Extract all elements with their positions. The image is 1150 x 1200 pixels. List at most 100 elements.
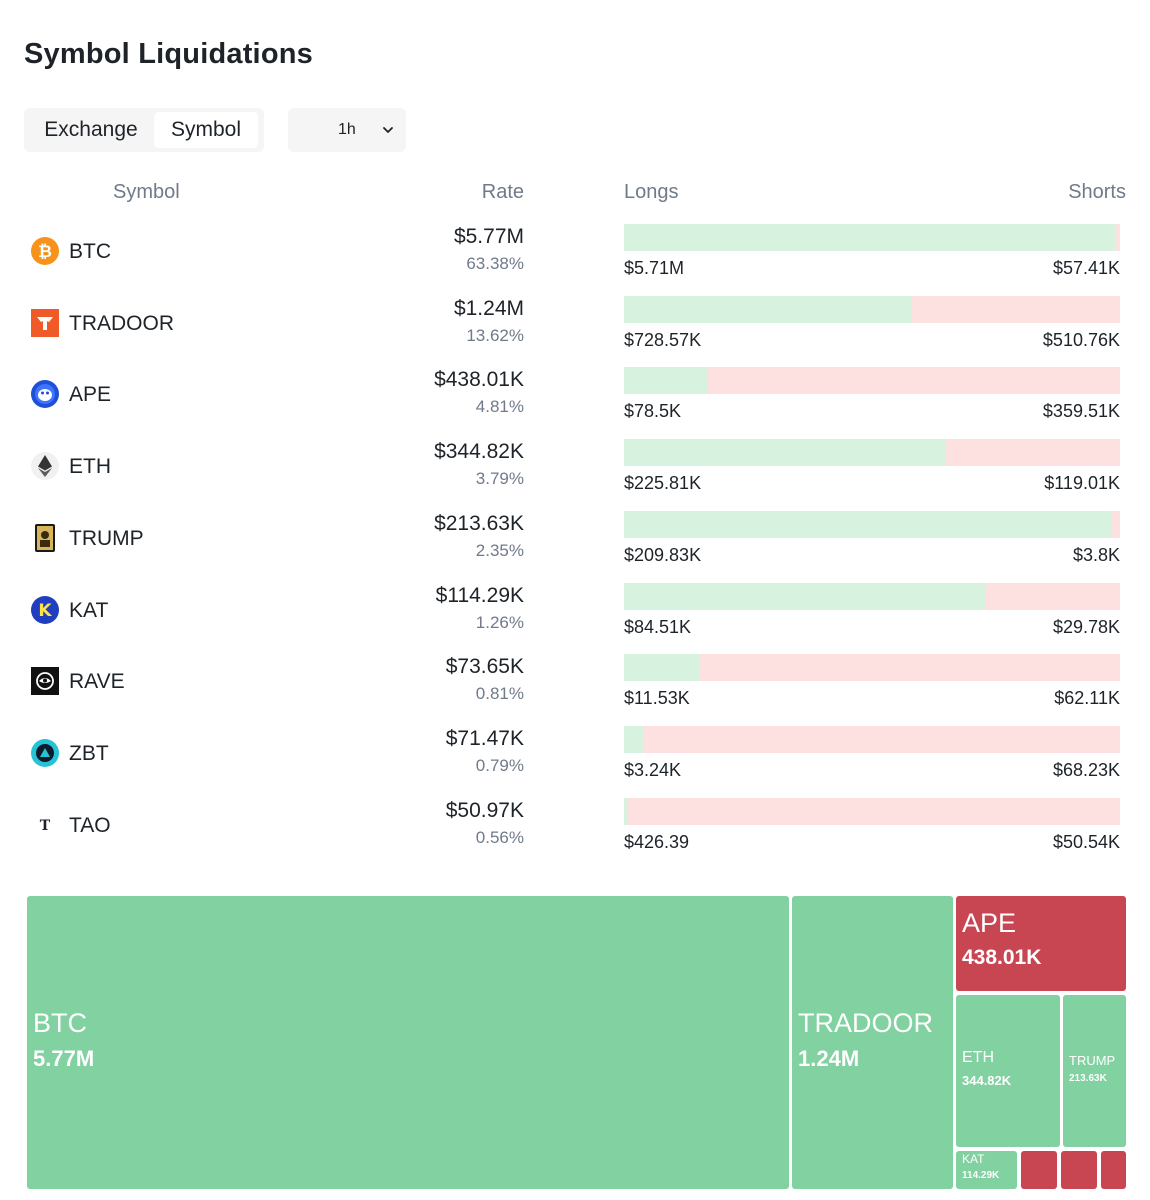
treemap-tile[interactable] xyxy=(1101,1151,1126,1189)
tao-icon: T xyxy=(30,810,60,840)
longs-value: $11.53K xyxy=(624,688,690,709)
treemap-tile-value: 213.63K xyxy=(1069,1073,1107,1084)
long-short-bar xyxy=(624,224,1120,251)
bar-long-segment xyxy=(624,439,946,467)
table-row[interactable]: K KAT $114.29K 1.26% $84.51K $29.78K xyxy=(0,582,1150,655)
longs-value: $5.71M xyxy=(624,258,685,278)
treemap-tile[interactable]: TRADOOR 1.24M xyxy=(792,896,953,1189)
long-short-bar xyxy=(624,439,1120,467)
rate-value: $438.01K xyxy=(434,368,524,392)
treemap-tile[interactable]: APE 438.01K xyxy=(956,896,1126,991)
bar-long-segment xyxy=(624,797,628,825)
treemap-tile-value: 114.29K xyxy=(962,1170,1000,1181)
bar-long-segment xyxy=(624,725,643,753)
symbol-name: APE xyxy=(69,383,112,407)
rate-percent: 0.81% xyxy=(475,684,524,704)
ethereum-icon xyxy=(30,451,60,481)
shorts-value: $62.11K xyxy=(1054,688,1120,709)
bar-long-segment xyxy=(624,654,700,682)
table-row[interactable]: TRUMP $213.63K 2.35% $209.83K $3.8K xyxy=(0,510,1150,583)
longs-value: $84.51K xyxy=(624,616,692,637)
bar-short-segment xyxy=(1111,510,1120,538)
table-row[interactable]: TRADOOR $1.24M 13.62% $728.57K $510.76K xyxy=(0,295,1150,368)
longs-value: $728.57K xyxy=(624,329,702,350)
tab-exchange[interactable]: Exchange xyxy=(44,118,138,141)
treemap-tile-name: BTC xyxy=(33,1008,87,1038)
bar-short-segment xyxy=(986,582,1120,610)
bar-long-segment xyxy=(624,224,1116,251)
treemap-tile-name: KAT xyxy=(962,1152,985,1166)
rate-value: $73.65K xyxy=(445,655,524,679)
rate-percent: 3.79% xyxy=(475,469,524,489)
trump-icon xyxy=(30,523,60,553)
tradoor-icon xyxy=(30,308,60,338)
treemap-tile-value: 5.77M xyxy=(33,1046,95,1071)
rate-percent: 63.38% xyxy=(466,254,524,273)
page-title: Symbol Liquidations xyxy=(24,38,313,70)
long-short-bar xyxy=(624,295,1120,323)
table-row[interactable]: T TAO $50.97K 0.56% $426.39 $50.54K xyxy=(0,797,1150,870)
treemap-tile[interactable]: KAT 114.29K xyxy=(956,1151,1017,1189)
treemap-tile[interactable]: ETH 344.82K xyxy=(956,995,1060,1147)
column-header-shorts: Shorts xyxy=(1068,181,1126,203)
treemap-tile[interactable]: BTC 5.77M xyxy=(27,896,789,1189)
treemap-tile[interactable]: TRUMP 213.63K xyxy=(1063,995,1126,1147)
symbol-name: TRADOOR xyxy=(69,311,174,335)
bar-long-segment xyxy=(624,510,1112,538)
zbt-icon xyxy=(30,738,60,768)
rate-value: $213.63K xyxy=(434,511,524,535)
column-header-symbol[interactable]: Symbol xyxy=(113,181,180,203)
rate-value: $50.97K xyxy=(445,798,524,822)
bar-long-segment xyxy=(624,582,987,610)
view-tabs: Exchange Symbol xyxy=(24,108,264,152)
table-row[interactable]: RAVE $73.65K 0.81% $11.53K $62.11K xyxy=(0,654,1150,726)
longs-value: $3.24K xyxy=(624,759,682,780)
rate-value: $114.29K xyxy=(435,583,524,607)
bar-short-segment xyxy=(627,797,1120,825)
table-row[interactable]: APE $438.01K 4.81% $78.5K $359.51K xyxy=(0,367,1150,439)
tab-symbol[interactable]: Symbol xyxy=(154,112,258,148)
shorts-value: $50.54K xyxy=(1052,831,1120,852)
table-row[interactable]: ETH $344.82K 3.79% $225.81K $119.01K xyxy=(0,439,1150,511)
longs-value: $225.81K xyxy=(624,473,702,494)
bar-short-segment xyxy=(911,295,1120,323)
bar-short-segment xyxy=(707,367,1120,395)
table-row[interactable]: ₿ BTC $5.77M 63.38% $5.71M $57.41K xyxy=(0,224,1150,296)
symbol-name: BTC xyxy=(69,240,111,263)
shorts-value: $68.23K xyxy=(1052,759,1120,780)
column-header-rate[interactable]: Rate xyxy=(481,181,524,203)
table-row[interactable]: ZBT $71.47K 0.79% $3.24K $68.23K xyxy=(0,725,1150,798)
timeframe-value: 1h xyxy=(338,121,356,138)
long-short-bar xyxy=(624,367,1120,395)
symbol-name: TAO xyxy=(69,813,111,837)
symbol-name: ETH xyxy=(69,455,111,479)
timeframe-select[interactable]: 1h xyxy=(288,108,406,152)
bar-long-segment xyxy=(624,367,708,395)
rate-percent: 0.56% xyxy=(475,827,524,847)
rate-percent: 13.62% xyxy=(466,325,524,345)
treemap-tile[interactable] xyxy=(1061,1151,1097,1189)
shorts-value: $359.51K xyxy=(1042,401,1120,422)
bar-short-segment xyxy=(1115,224,1120,251)
long-short-bar xyxy=(624,582,1120,610)
bar-short-segment xyxy=(642,725,1120,753)
longs-value: $426.39 xyxy=(624,831,690,852)
treemap-tile-value: 344.82K xyxy=(962,1073,1012,1088)
treemap-tile-name: ETH xyxy=(962,1049,994,1066)
treemap-tile[interactable] xyxy=(1021,1151,1057,1189)
long-short-bar xyxy=(624,797,1120,825)
rate-percent: 1.26% xyxy=(475,612,524,632)
bitcoin-icon: ₿ xyxy=(30,236,60,266)
shorts-value: $29.78K xyxy=(1052,616,1120,637)
svg-text:T: T xyxy=(40,818,51,834)
treemap-tile-name: TRADOOR xyxy=(798,1008,933,1038)
treemap-tile-name: APE xyxy=(962,908,1017,938)
bar-short-segment xyxy=(945,439,1120,467)
symbol-name: RAVE xyxy=(69,670,125,694)
rate-percent: 4.81% xyxy=(475,397,524,417)
long-short-bar xyxy=(624,510,1120,538)
rate-value: $71.47K xyxy=(445,726,524,750)
longs-value: $78.5K xyxy=(624,401,682,422)
kat-icon: K xyxy=(30,595,60,625)
